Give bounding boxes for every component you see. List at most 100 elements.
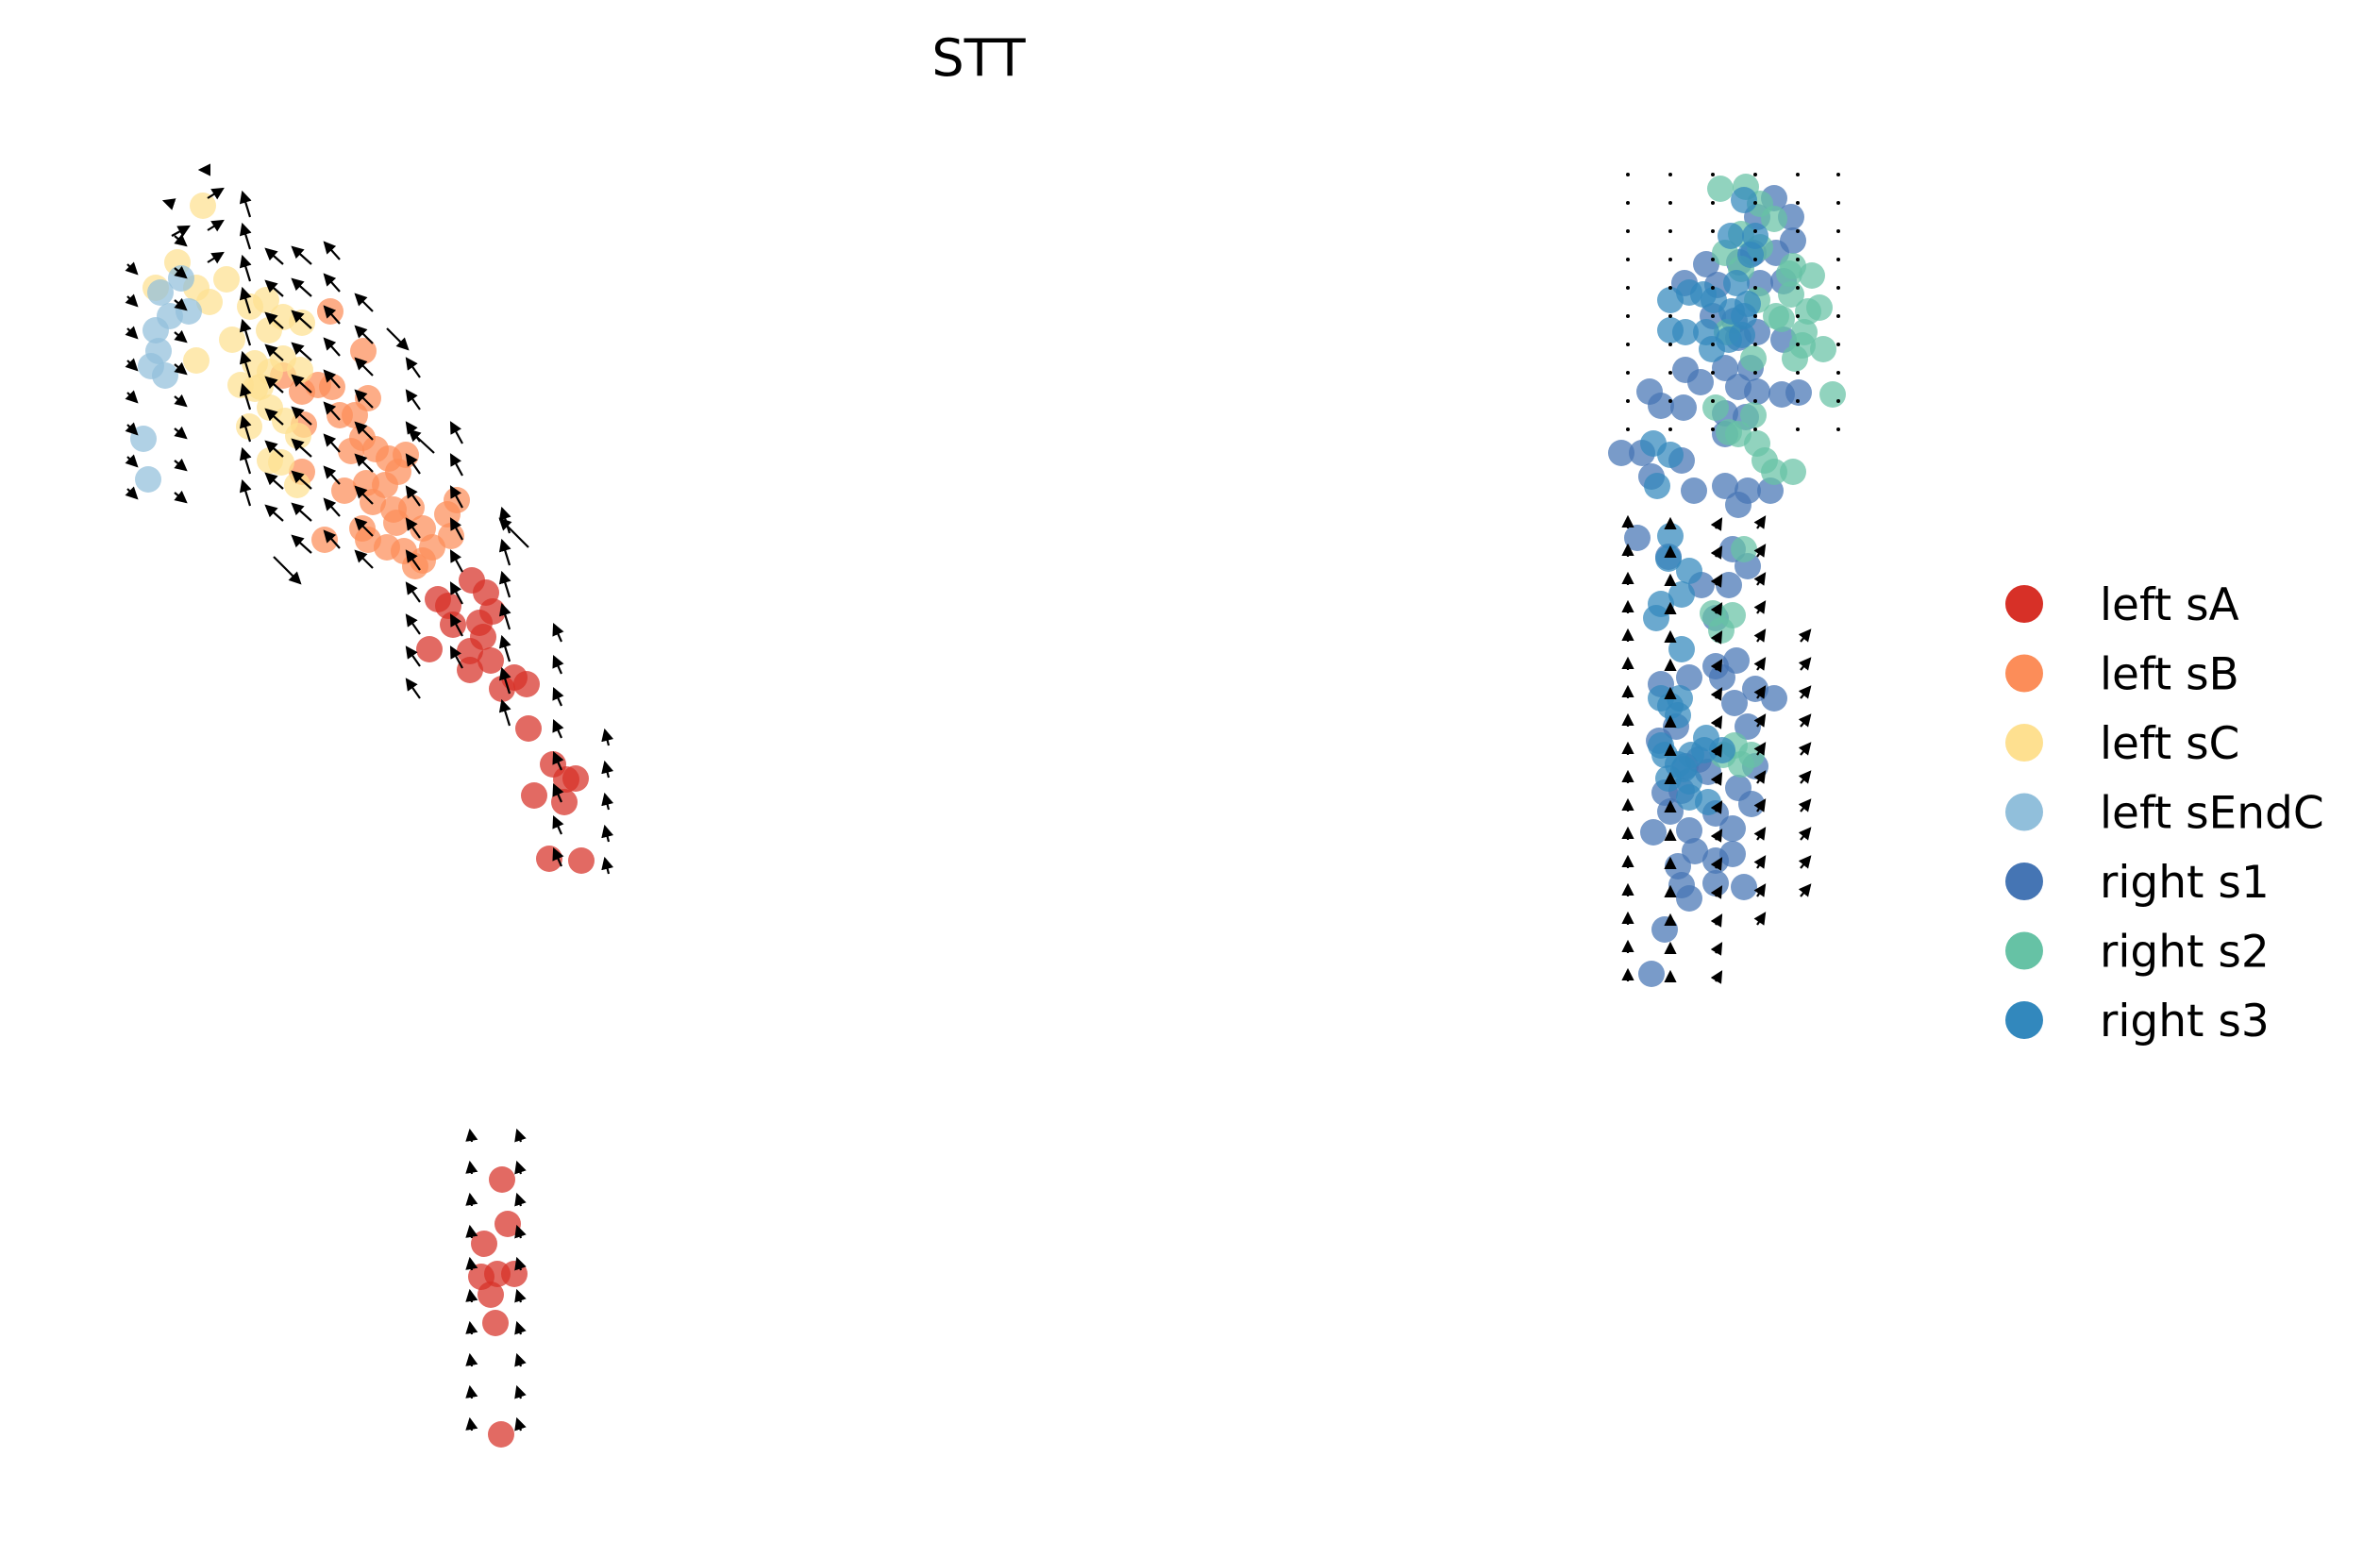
scatter-point <box>383 510 410 536</box>
scatter-point <box>1737 242 1764 268</box>
velocity-arrow <box>1798 657 1812 671</box>
scatter-point <box>1731 536 1757 562</box>
velocity-arrow <box>1710 800 1723 814</box>
velocity-arrow <box>405 613 421 635</box>
legend-marker <box>2005 1001 2043 1039</box>
velocity-arrow <box>323 273 341 293</box>
velocity-arrow <box>405 549 421 571</box>
velocity-arrow <box>1753 657 1767 671</box>
velocity-arrow <box>552 718 564 739</box>
scatter-point <box>488 1421 514 1448</box>
chart-title: STT <box>931 28 1026 88</box>
velocity-arrow <box>354 293 374 312</box>
scatter-point <box>287 357 313 383</box>
velocity-arrow <box>1626 371 1630 375</box>
velocity-arrow <box>1710 659 1723 673</box>
velocity-arrow <box>323 433 341 453</box>
velocity-arrow <box>1711 229 1715 233</box>
velocity-arrow <box>405 517 421 539</box>
velocity-arrow <box>1626 399 1630 403</box>
velocity-arrow <box>1753 399 1757 403</box>
velocity-arrow <box>1626 343 1630 346</box>
velocity-arrow <box>1753 770 1767 784</box>
velocity-arrow <box>1711 201 1715 205</box>
velocity-arrow <box>264 440 284 458</box>
scatter-point <box>1780 227 1806 254</box>
velocity-arrow <box>1798 713 1812 728</box>
velocity-arrow <box>125 422 139 436</box>
velocity-arrow <box>465 1192 478 1207</box>
velocity-arrow <box>291 245 312 265</box>
scatter-point <box>457 657 483 683</box>
velocity-arrow <box>514 1224 527 1239</box>
velocity-arrow <box>449 517 463 541</box>
legend-marker <box>2005 863 2043 900</box>
scatter-point <box>402 553 428 579</box>
velocity-arrow <box>1753 286 1757 290</box>
velocity-arrow <box>552 846 564 867</box>
scatter-point <box>1668 636 1695 662</box>
velocity-arrow <box>264 279 284 297</box>
velocity-arrow <box>264 376 284 394</box>
velocity-arrow <box>1710 574 1723 588</box>
scatter-point <box>1780 459 1806 485</box>
velocity-arrow <box>449 549 463 573</box>
scatter-point <box>482 1310 509 1336</box>
scatter-point <box>1763 303 1789 329</box>
velocity-arrow <box>291 470 312 490</box>
scatter-point <box>1740 345 1767 372</box>
velocity-arrow <box>354 357 374 377</box>
velocity-arrow <box>552 686 564 707</box>
velocity-arrow <box>354 517 374 537</box>
velocity-arrow <box>1798 685 1812 699</box>
velocity-arrow <box>514 1352 527 1367</box>
velocity-arrow <box>1796 201 1800 205</box>
velocity-arrow <box>264 343 284 361</box>
scatter-point <box>1672 319 1699 345</box>
velocity-arrow <box>1796 229 1800 233</box>
scatter-point <box>253 287 279 313</box>
velocity-arrow <box>498 666 511 695</box>
velocity-arrow <box>291 342 312 361</box>
velocity-arrow <box>1626 258 1630 261</box>
scatter-point <box>1681 477 1707 504</box>
velocity-arrow <box>1710 857 1723 871</box>
scatter-point <box>1708 617 1735 644</box>
velocity-arrow <box>1668 173 1672 176</box>
legend-marker <box>2005 793 2043 831</box>
velocity-arrow <box>1753 912 1767 926</box>
scatter-point <box>1738 791 1765 817</box>
scatter-point <box>1791 319 1818 345</box>
velocity-arrow <box>514 1160 527 1175</box>
velocity-arrow <box>405 485 421 507</box>
velocity-arrow <box>1710 942 1723 956</box>
scatter-point <box>196 289 223 315</box>
velocity-arrow <box>1753 371 1757 375</box>
velocity-arrow <box>1798 855 1812 869</box>
velocity-arrow <box>125 454 139 468</box>
velocity-arrow <box>514 1256 527 1271</box>
velocity-arrow <box>239 478 252 507</box>
scatter-point <box>176 298 202 325</box>
velocity-arrow <box>1668 258 1672 261</box>
scatter-point <box>213 266 240 293</box>
velocity-arrow <box>323 529 341 549</box>
velocity-arrow <box>291 374 312 394</box>
scatter-point <box>1657 442 1684 468</box>
velocity-arrow <box>408 428 435 454</box>
velocity-arrow <box>1836 314 1840 318</box>
velocity-arrow <box>1836 173 1840 176</box>
scatter-point <box>1693 319 1719 345</box>
velocity-arrow <box>1753 201 1757 205</box>
velocity-arrow <box>552 622 564 643</box>
legend: left sA left sB left sC left sEndC right s1 r… <box>2005 579 2324 1047</box>
scatter-point <box>355 385 381 411</box>
scatter-point <box>501 1261 528 1287</box>
velocity-arrow <box>1836 399 1840 403</box>
velocity-arrow <box>1710 772 1723 786</box>
velocity-arrow <box>1668 343 1672 346</box>
scatter-point <box>1744 378 1770 405</box>
velocity-arrow <box>1668 201 1672 205</box>
scatter-point <box>478 1281 504 1308</box>
velocity-arrow <box>498 602 511 630</box>
